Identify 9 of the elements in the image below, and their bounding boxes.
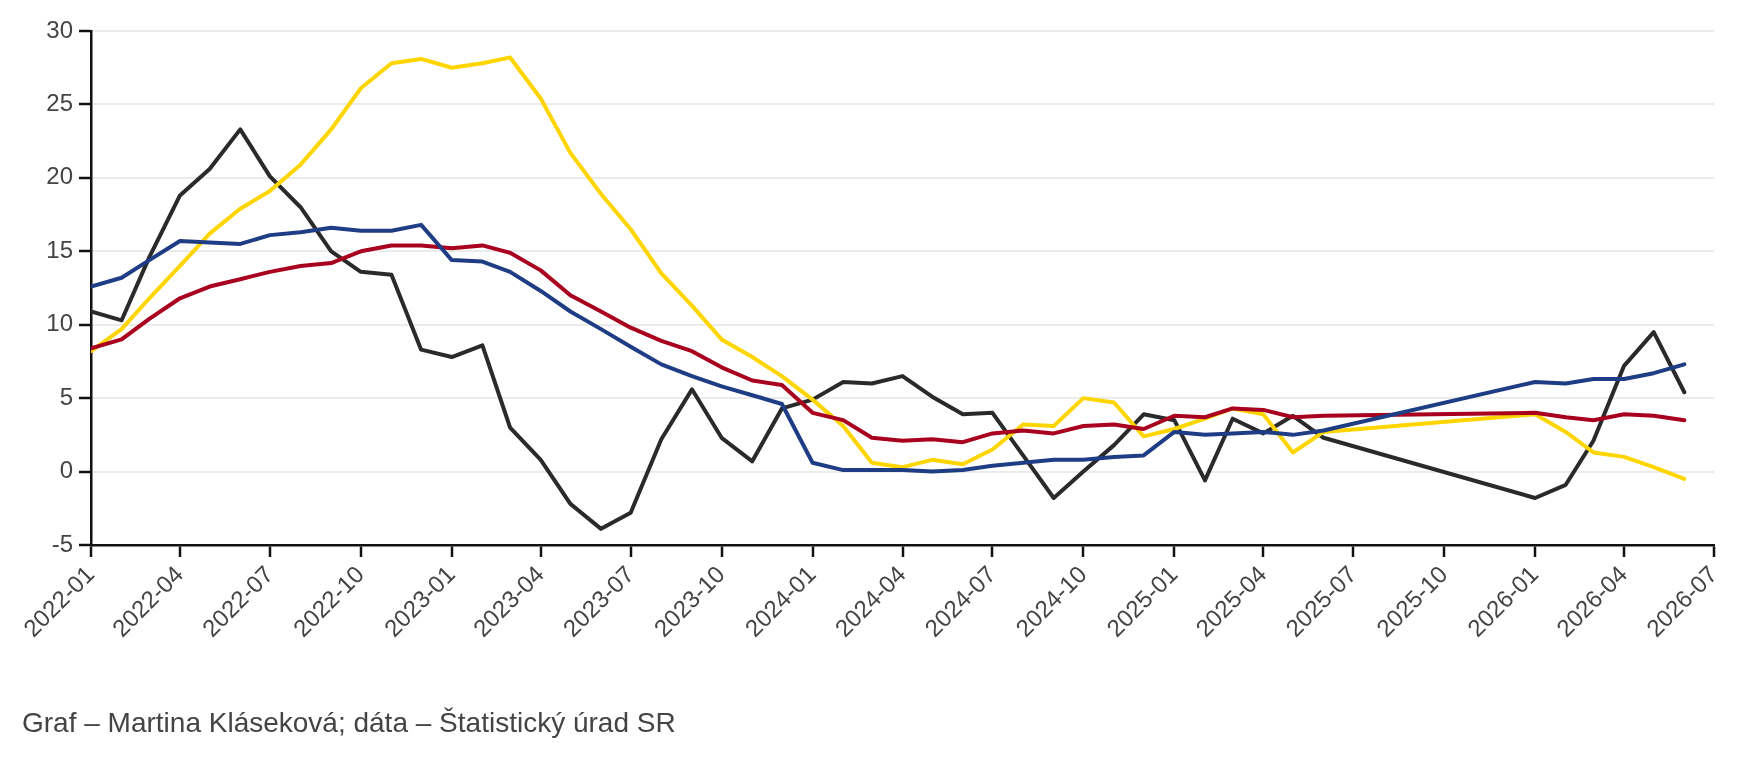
text: Graf – Martina Kláseková; dáta – Štatistický úrad SR xyxy=(22,706,676,740)
y-tick-label: 20 xyxy=(46,162,73,190)
y-tick-label: 5 xyxy=(59,382,73,410)
y-tick-label: 15 xyxy=(46,235,73,263)
y-tick-label: 25 xyxy=(46,89,73,117)
y-tick-label: 10 xyxy=(46,309,73,337)
y-tick-label: -5 xyxy=(51,529,73,557)
y-tick-label: 0 xyxy=(59,456,73,484)
y-tick-label: 30 xyxy=(46,15,73,43)
